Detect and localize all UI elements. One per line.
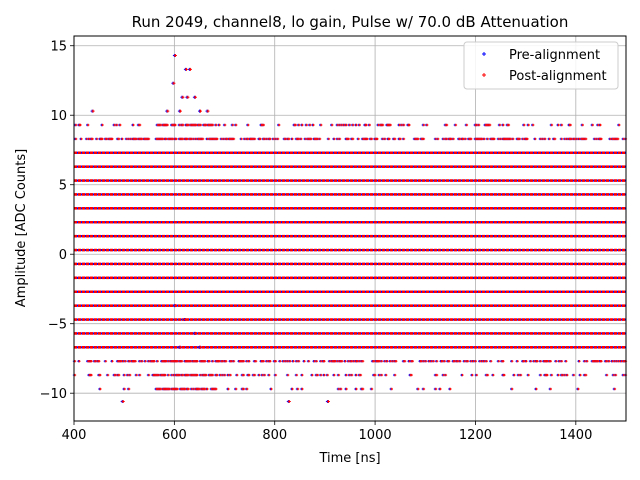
- x-axis-label: Time [ns]: [318, 451, 380, 466]
- x-tick-label: 400: [62, 428, 87, 443]
- legend-marker-post-alignment: [482, 73, 486, 77]
- legend-label-post-alignment: Post-alignment: [509, 69, 607, 84]
- post-alignment-sparse-row: [73, 360, 628, 363]
- legend-entry-post-alignment: Post-alignment: [482, 69, 607, 84]
- x-tick-label: 1200: [459, 428, 492, 443]
- y-axis-label: Amplitude [ADC Counts]: [14, 149, 29, 307]
- post-alignment-point: [121, 400, 125, 403]
- post-alignment-point: [172, 81, 176, 85]
- y-tick-label: −10: [40, 387, 67, 402]
- post-alignment-point: [184, 67, 188, 71]
- x-tick-label: 1000: [359, 428, 392, 443]
- post-alignment-point: [199, 345, 202, 349]
- post-alignment-point: [206, 109, 210, 113]
- x-tick-label: 600: [162, 428, 187, 443]
- y-tick-label: 0: [59, 248, 67, 263]
- x-tick-label: 1400: [559, 428, 592, 443]
- legend-entry-pre-alignment: Pre-alignment: [482, 48, 600, 63]
- chart-title: Run 2049, channel8, lo gain, Pulse w/ 70…: [132, 13, 569, 31]
- legend-label-pre-alignment: Pre-alignment: [509, 48, 600, 63]
- post-alignment-sparse-row: [99, 387, 617, 391]
- post-alignment-point: [173, 304, 177, 308]
- data-points: [72, 54, 628, 403]
- post-alignment-point: [178, 109, 182, 113]
- post-alignment-sparse-row: [74, 137, 628, 141]
- post-alignment-point: [326, 400, 330, 403]
- post-alignment-point: [91, 109, 95, 113]
- post-alignment-sparse-row: [74, 123, 621, 127]
- post-alignment-point: [173, 54, 177, 57]
- y-tick-label: 10: [50, 109, 67, 124]
- post-alignment-point: [193, 95, 197, 99]
- x-tick-label: 800: [262, 428, 287, 443]
- plot-frame: [73, 35, 627, 422]
- post-alignment-sparse-row: [73, 373, 628, 377]
- post-alignment-point: [181, 95, 185, 99]
- post-alignment-point: [199, 109, 202, 113]
- post-alignment-point: [186, 95, 190, 99]
- y-axis: −10 −5 0 5 10 15: [40, 40, 74, 402]
- post-alignment-point: [287, 400, 291, 403]
- y-tick-label: 5: [59, 179, 67, 194]
- post-alignment-point: [193, 331, 197, 335]
- post-alignment-point: [183, 318, 187, 321]
- legend-box: [463, 41, 619, 90]
- grid-lines: [73, 36, 626, 421]
- y-tick-label: 15: [50, 40, 67, 55]
- post-alignment-point: [188, 67, 192, 71]
- legend-marker-pre-alignment: [482, 52, 486, 56]
- post-alignment-point: [178, 345, 182, 349]
- x-axis: 400 600 800 1000 1200 1400: [62, 421, 592, 443]
- y-tick-label: −5: [48, 318, 67, 333]
- post-alignment-point: [166, 109, 170, 113]
- legend: Pre-alignment Post-alignment: [463, 41, 619, 90]
